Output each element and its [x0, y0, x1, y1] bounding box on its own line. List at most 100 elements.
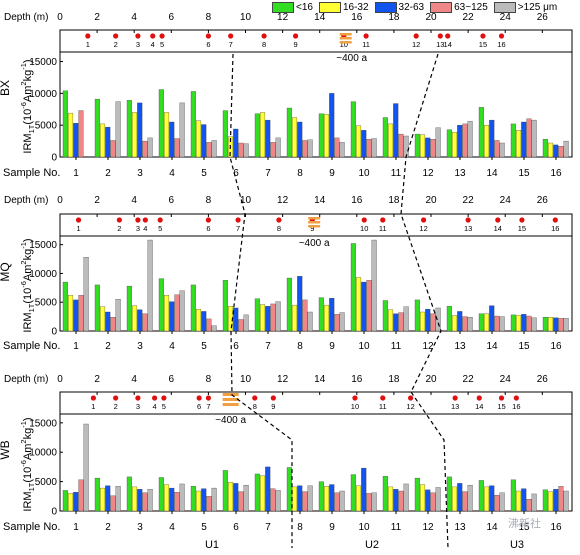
- data-bar: [510, 123, 516, 158]
- x-tick-label: 10: [358, 168, 370, 179]
- legend-label: >125 μm: [517, 2, 558, 13]
- sample-marker-label: 4: [151, 40, 155, 49]
- sample-marker-label: 5: [158, 224, 162, 233]
- panel-name: MQ: [0, 262, 12, 281]
- sample-marker: [452, 395, 458, 401]
- depth-tick-label: 18: [388, 195, 400, 206]
- x-tick-label: 16: [550, 168, 562, 179]
- unit-label: U3: [510, 539, 524, 551]
- data-bar: [110, 317, 116, 332]
- age-hatch: [339, 37, 352, 40]
- data-bar: [147, 239, 153, 332]
- data-bar: [275, 490, 281, 512]
- sample-marker-label: 3: [136, 402, 140, 411]
- data-bar: [318, 297, 324, 332]
- legend-label: 16-32: [342, 2, 369, 13]
- data-bar: [201, 311, 207, 332]
- depth-tick-label: 4: [131, 12, 137, 23]
- sample-marker: [228, 33, 234, 39]
- sample-marker: [465, 217, 471, 223]
- x-tick-label: 6: [233, 168, 239, 179]
- sample-marker-label: 7: [236, 224, 240, 233]
- data-bar: [526, 118, 532, 158]
- sample-marker-label: 16: [551, 224, 559, 233]
- data-bar: [94, 477, 100, 512]
- x-tick-label: 9: [329, 168, 335, 179]
- depth-tick-label: 4: [131, 195, 137, 206]
- data-bar: [110, 140, 116, 158]
- data-bar: [233, 483, 239, 512]
- x-tick-label: 11: [391, 522, 402, 533]
- legend: <16 16-32 32-63 63~125 >125 μm: [272, 1, 557, 14]
- data-bar: [238, 491, 244, 512]
- data-bar: [275, 137, 281, 158]
- data-bar: [484, 313, 490, 332]
- data-bar: [382, 300, 388, 332]
- data-bar: [233, 128, 239, 158]
- sample-marker: [437, 33, 443, 39]
- sample-marker: [513, 395, 519, 401]
- data-bar: [435, 307, 441, 332]
- x-tick-label: 7: [265, 168, 271, 179]
- sample-marker: [252, 395, 258, 401]
- data-bar: [329, 298, 335, 332]
- legend-item: >125 μm: [493, 1, 558, 14]
- sample-marker: [90, 395, 96, 401]
- data-bar: [457, 125, 463, 158]
- data-bar: [286, 277, 292, 332]
- sample-marker-label: 10: [360, 224, 368, 233]
- panel-frame: [59, 213, 573, 332]
- data-bar: [516, 130, 522, 158]
- sample-marker: [75, 217, 82, 223]
- data-bar: [430, 313, 436, 332]
- age-hatch: [339, 33, 352, 36]
- unit-label: U2: [365, 539, 379, 551]
- data-bar: [222, 110, 228, 158]
- data-bar: [420, 484, 426, 512]
- depth-tick-label: 16: [351, 374, 363, 385]
- data-bar: [307, 139, 313, 158]
- data-bar: [174, 138, 180, 158]
- data-bar: [297, 485, 303, 512]
- x-tick-label: 2: [105, 341, 111, 352]
- data-bar: [398, 133, 404, 158]
- data-bar: [62, 281, 68, 332]
- data-bar: [356, 485, 362, 512]
- sample-marker-label: 16: [497, 40, 505, 49]
- data-bar: [105, 126, 111, 158]
- data-bar: [462, 316, 468, 332]
- data-bar: [403, 306, 409, 332]
- x-tick-label: 10: [358, 522, 370, 533]
- sample-marker-label: 8: [253, 402, 257, 411]
- legend-swatch: [430, 2, 453, 13]
- depth-tick-label: 16: [351, 195, 363, 206]
- depth-tick-label: 2: [94, 195, 100, 206]
- y-tick-label: 10000: [29, 89, 57, 100]
- data-bar: [478, 107, 484, 158]
- sample-marker: [152, 395, 158, 401]
- data-bar: [339, 312, 345, 332]
- data-bar: [243, 314, 249, 332]
- data-bar: [350, 101, 356, 158]
- x-tick-label: 1: [73, 168, 79, 179]
- sample-marker: [292, 33, 299, 39]
- data-bar: [553, 317, 559, 332]
- data-bar: [388, 309, 394, 332]
- depth-tick-label: 20: [425, 12, 437, 23]
- data-bar: [452, 486, 458, 512]
- data-bar: [446, 476, 452, 512]
- data-bar: [494, 315, 500, 332]
- sample-marker: [380, 395, 386, 401]
- data-bar: [398, 490, 404, 512]
- data-bar: [457, 483, 463, 512]
- sample-marker-label: 11: [362, 40, 370, 49]
- data-bar: [425, 489, 431, 512]
- x-tick-label: 1: [73, 341, 79, 352]
- depth-tick-label: 4: [131, 374, 137, 385]
- x-tick-label: 2: [105, 168, 111, 179]
- depth-tick-label: 26: [537, 195, 549, 206]
- data-bar: [526, 499, 532, 512]
- data-bar: [307, 311, 313, 332]
- data-bar: [398, 312, 404, 332]
